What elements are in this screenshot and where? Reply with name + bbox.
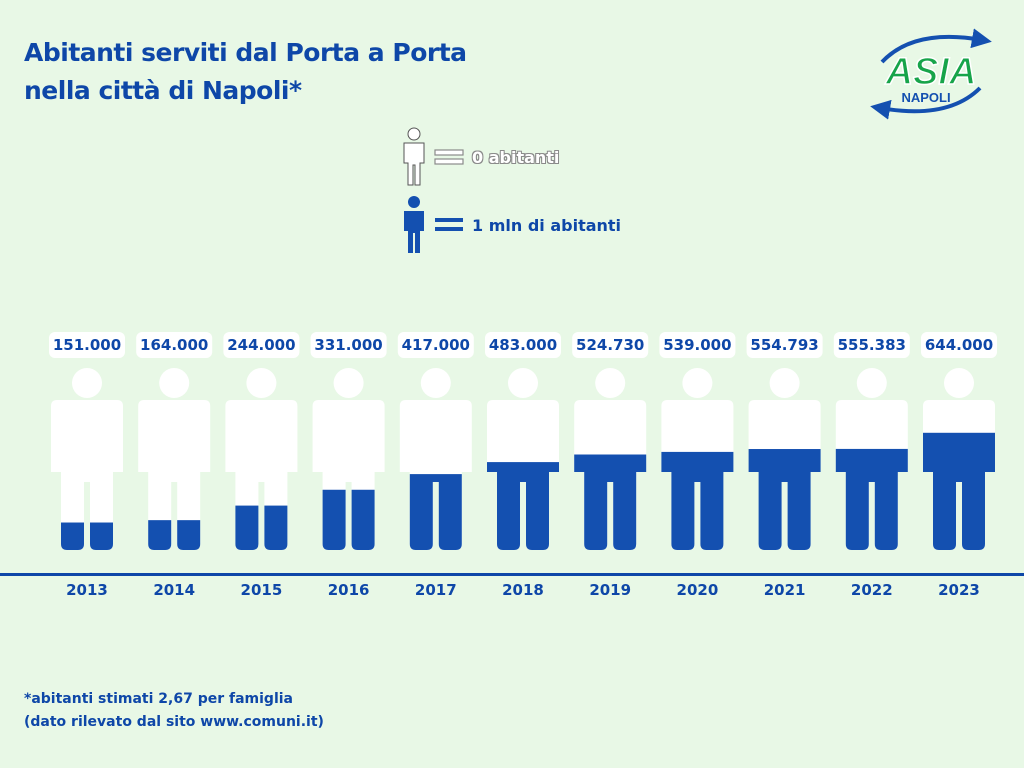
- logo-word: ASIA: [885, 51, 977, 93]
- year-label: 2018: [502, 581, 544, 599]
- value-label-bg: [310, 332, 387, 358]
- logo-subtitle: NAPOLI: [901, 90, 950, 105]
- value-label-bg: [397, 332, 474, 358]
- fill-bar: [225, 505, 298, 550]
- person-figure-2022: 555.383 2022: [833, 332, 910, 599]
- legend-empty: 0 abitanti: [400, 127, 559, 187]
- fill-bar: [138, 520, 211, 550]
- figure-head: [595, 368, 626, 398]
- fill-bar: [399, 474, 472, 550]
- fill-bar: [748, 449, 821, 550]
- person-figure-2023: 644.000 2023: [921, 332, 997, 599]
- value-label: 417.000: [402, 336, 470, 354]
- figure-body: [51, 400, 123, 550]
- year-label: 2015: [241, 581, 283, 599]
- figure-body: [138, 400, 211, 550]
- figure-head: [856, 368, 887, 398]
- person-figure-2013: 151.000 2013: [49, 332, 125, 599]
- value-label: 331.000: [314, 336, 382, 354]
- baseline: [0, 573, 1024, 576]
- year-label: 2016: [328, 581, 370, 599]
- year-label: 2014: [153, 581, 195, 599]
- value-label-bg: [223, 332, 300, 358]
- year-label: 2020: [677, 581, 719, 599]
- equals-sign-outline: [434, 149, 464, 165]
- fill-bar: [661, 451, 734, 550]
- year-label: 2019: [589, 581, 631, 599]
- legend-full: 1 mln di abitanti: [400, 195, 621, 255]
- fill-bar: [312, 489, 385, 550]
- recycle-arrow-bottom: [870, 86, 982, 120]
- person-figure-2021: 554.793 2021: [746, 332, 823, 599]
- legend-empty-label: 0 abitanti: [472, 147, 560, 167]
- value-label: 483.000: [489, 336, 557, 354]
- fill-bar: [487, 462, 559, 550]
- value-label: 244.000: [227, 336, 295, 354]
- equals-sign: [435, 218, 463, 231]
- value-label: 524.730: [576, 336, 644, 354]
- year-label: 2022: [851, 581, 893, 599]
- value-label-bg: [746, 332, 823, 358]
- figure-head: [769, 368, 800, 398]
- figure-head: [159, 368, 190, 398]
- value-label-bg: [572, 332, 649, 358]
- value-label: 539.000: [663, 336, 731, 354]
- person-figure-2018: 483.000 2018: [485, 332, 561, 599]
- person-figure-2020: 539.000 2020: [659, 332, 736, 599]
- value-label: 554.793: [750, 336, 818, 354]
- person-figure-2016: 331.000 2016: [310, 332, 387, 599]
- figure-head: [72, 368, 102, 398]
- fill-bar: [51, 522, 123, 550]
- figure-head: [333, 368, 364, 398]
- recycle-arrow-top: [880, 28, 992, 64]
- fill-bar: [835, 448, 908, 550]
- page-title: Abitanti serviti dal Porta a Porta nella…: [24, 34, 467, 110]
- figure-head: [944, 368, 974, 398]
- value-label-bg: [833, 332, 910, 358]
- value-label-bg: [659, 332, 736, 358]
- footnote: *abitanti stimati 2,67 per famiglia (dat…: [24, 688, 324, 734]
- value-label: 555.383: [838, 336, 906, 354]
- person-figure-2019: 524.730 2019: [572, 332, 649, 599]
- person-filled-icon: [404, 196, 424, 253]
- legend-full-label: 1 mln di abitanti: [472, 215, 622, 235]
- fill-bar: [574, 454, 647, 550]
- title-line-1: Abitanti serviti dal Porta a Porta: [24, 38, 467, 67]
- pictogram-chart: 151.000 2013 164.000 2014 244.000 2015 331.000…: [0, 332, 1024, 599]
- fill-bar: [923, 432, 995, 550]
- figure-head: [246, 368, 277, 398]
- title-line-2: nella città di Napoli*: [24, 76, 302, 105]
- asia-napoli-logo: ASIA NAPOLI: [870, 28, 992, 120]
- figure-head: [682, 368, 713, 398]
- footnote-line-2: (dato rilevato dal sito www.comuni.it): [24, 714, 324, 730]
- person-outline-icon: [403, 127, 425, 186]
- figure-head: [420, 368, 451, 398]
- year-label: 2017: [415, 581, 457, 599]
- person-figure-2015: 244.000 2015: [223, 332, 300, 599]
- value-label-bg: [49, 332, 125, 358]
- person-figure-2014: 164.000 2014: [136, 332, 213, 599]
- year-label: 2021: [764, 581, 806, 599]
- value-label-bg: [136, 332, 213, 358]
- figure-head: [508, 368, 538, 398]
- value-label-bg: [485, 332, 561, 358]
- value-label: 151.000: [53, 336, 121, 354]
- footnote-line-1: *abitanti stimati 2,67 per famiglia: [24, 691, 293, 707]
- value-label: 644.000: [925, 336, 993, 354]
- person-figure-2017: 417.000 2017: [397, 332, 474, 599]
- value-label: 164.000: [140, 336, 208, 354]
- year-label: 2013: [66, 581, 108, 599]
- value-label-bg: [921, 332, 997, 358]
- year-label: 2023: [938, 581, 980, 599]
